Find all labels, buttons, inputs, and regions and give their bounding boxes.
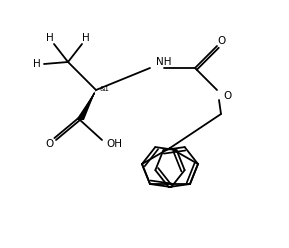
Text: O: O: [46, 139, 54, 149]
Text: O: O: [223, 91, 231, 101]
Text: &1: &1: [100, 86, 110, 92]
Text: O: O: [218, 36, 226, 46]
Text: H: H: [46, 33, 54, 43]
Text: NH: NH: [156, 57, 171, 67]
Text: H: H: [33, 59, 41, 69]
Polygon shape: [76, 90, 96, 120]
Text: OH: OH: [106, 139, 122, 149]
Text: H: H: [82, 33, 90, 43]
